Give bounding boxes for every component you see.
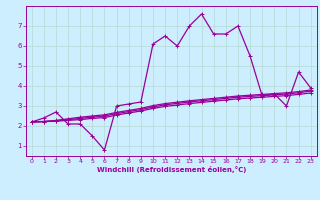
X-axis label: Windchill (Refroidissement éolien,°C): Windchill (Refroidissement éolien,°C) [97, 166, 246, 173]
